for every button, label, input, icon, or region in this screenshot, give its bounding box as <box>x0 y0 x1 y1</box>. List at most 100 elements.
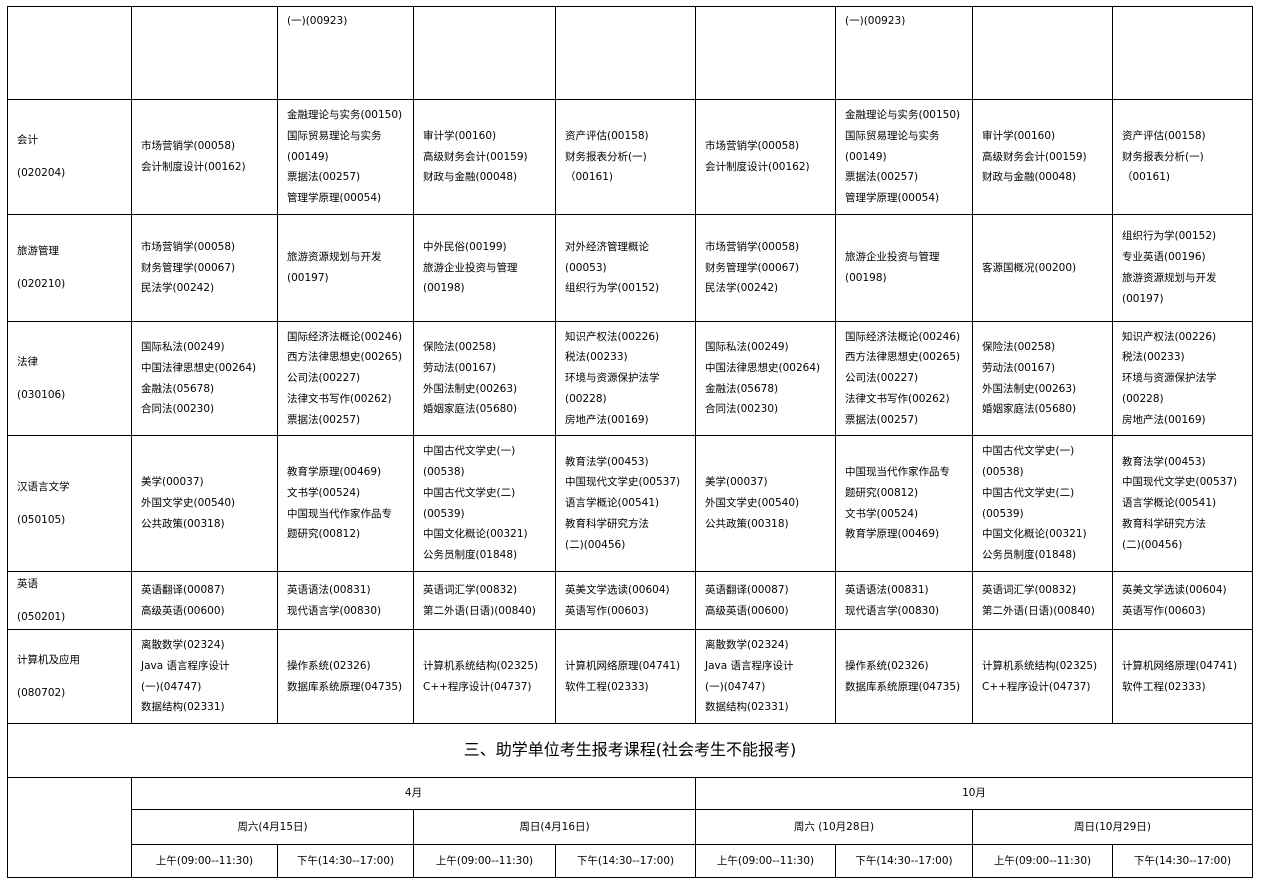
course-line: (00228) <box>1122 392 1164 405</box>
major-name: 会计 <box>17 134 38 147</box>
course-line: 公务员制度(01848) <box>423 549 518 562</box>
course-line: 中国法律思想史(00264) <box>141 361 257 374</box>
course-line: (00197) <box>1122 292 1164 305</box>
course-line: 中国法律思想史(00264) <box>705 361 821 374</box>
table-row: 法律 (030106) 国际私法(00249) 中国法律思想史(00264) 金融法(0… <box>7 321 1253 436</box>
blank-cell <box>7 777 132 878</box>
course-line: 环境与资源保护法学 <box>1122 372 1217 385</box>
section-title: 三、助学单位考生报考课程(社会考生不能报考) <box>7 723 1253 778</box>
course-line: 美学(00037) <box>705 476 768 489</box>
course-line: C++程序设计(04737) <box>982 680 1091 693</box>
course-cell: 国际经济法概论(00246) 西方法律思想史(00265) 公司法(00227) 法律… <box>277 321 414 436</box>
table-row: 旅游管理 (020210) 市场营销学(00058) 财务管理学(00067) 民法学(… <box>7 214 1253 322</box>
course-line: 民法学(00242) <box>705 282 779 295</box>
table-row: 汉语言文学 (050105) 美学(00037) 外国文学史(00540) 公共政策(0… <box>7 435 1253 572</box>
major-cell: 英语 (050201) <box>7 571 132 630</box>
course-line: 资产评估(00158) <box>1122 129 1206 142</box>
course-line: 合同法(00230) <box>705 403 779 416</box>
course-line: 旅游资源规划与开发 <box>1122 272 1217 284</box>
course-line: 公司法(00227) <box>845 372 919 385</box>
course-line: 管理学原理(00054) <box>845 192 940 205</box>
course-line: 教育科学研究方法 <box>1122 517 1206 530</box>
course-cell <box>413 6 556 100</box>
month-header: 4月 <box>131 777 696 810</box>
course-line: 中国文化概论(00321) <box>982 528 1087 541</box>
course-cell: 组织行为学(00152) 专业英语(00196) 旅游资源规划与开发 (00197) <box>1112 214 1253 322</box>
course-cell <box>555 6 696 100</box>
course-line: 英语写作(00603) <box>1122 604 1206 617</box>
course-cell: 国际私法(00249) 中国法律思想史(00264) 金融法(05678) 合同法(0… <box>695 321 836 436</box>
course-line: 题研究(00812) <box>845 486 919 499</box>
course-line: 法律文书写作(00262) <box>287 392 392 405</box>
course-line: 婚姻家庭法(05680) <box>423 403 518 416</box>
course-line: 外国法制史(00263) <box>982 382 1077 395</box>
course-cell: 保险法(00258) 劳动法(00167) 外国法制史(00263) 婚姻家庭法(05… <box>413 321 556 436</box>
course-line: 知识产权法(00226) <box>1122 330 1217 343</box>
course-line: 语言学概论(00541) <box>1122 497 1217 510</box>
day-header: 周日(4月16日) <box>413 809 696 845</box>
course-line: 数据库系统原理(04735) <box>287 680 403 693</box>
course-line: 中国古代文学史(二) <box>423 486 516 499</box>
course-cell: 教育法学(00453) 中国现代文学史(00537) 语言学概论(00541) 教育科… <box>555 435 696 572</box>
course-line: 计算机网络原理(04741) <box>565 659 681 672</box>
course-cell: 中国古代文学史(一) (00538) 中国古代文学史(二) (00539) 中国文化概论… <box>413 435 556 572</box>
course-line: 劳动法(00167) <box>423 361 497 374</box>
major-name: 英语 <box>17 577 38 590</box>
course-line: 英语翻译(00087) <box>705 583 789 596</box>
course-cell <box>972 6 1113 100</box>
course-line: 对外经济管理概论 <box>565 240 649 253</box>
course-line: 房地产法(00169) <box>1122 413 1206 426</box>
course-line: 环境与资源保护法学 <box>565 372 660 385</box>
course-line: 公司法(00227) <box>287 372 361 385</box>
course-line: 英语翻译(00087) <box>141 583 225 596</box>
course-line: (二)(00456) <box>1122 538 1183 551</box>
course-line: 财务报表分析(一) <box>1122 150 1204 163</box>
course-line: 组织行为学(00152) <box>565 282 660 295</box>
course-line: 婚姻家庭法(05680) <box>982 403 1077 416</box>
course-line: 现代语言学(00830) <box>845 604 940 617</box>
course-line: 国际经济法概论(00246) <box>845 330 961 343</box>
course-line: (00538) <box>423 465 465 478</box>
course-cell: 资产评估(00158) 财务报表分析(一) （00161) <box>555 99 696 215</box>
course-line: 审计学(00160) <box>982 129 1056 142</box>
course-line: 市场营销学(00058) <box>705 240 800 253</box>
month-header: 10月 <box>695 777 1253 810</box>
course-line: 财政与金融(00048) <box>423 171 518 184</box>
course-line: 外国文学史(00540) <box>705 497 800 510</box>
course-line: 英语词汇学(00832) <box>982 583 1077 596</box>
course-line: 数据结构(02331) <box>705 701 789 714</box>
course-line: (00538) <box>982 465 1024 478</box>
course-line: 教育法学(00453) <box>1122 455 1206 468</box>
course-line: 保险法(00258) <box>982 340 1056 353</box>
course-line: 软件工程(02333) <box>565 680 649 693</box>
course-line: 西方法律思想史(00265) <box>287 351 403 364</box>
course-line: 票据法(00257) <box>845 413 919 426</box>
course-line: 文书学(00524) <box>287 486 361 499</box>
course-line: 旅游企业投资与管理 <box>423 261 518 274</box>
course-line: 保险法(00258) <box>423 340 497 353</box>
course-line: (00149) <box>287 150 329 163</box>
course-line: 资产评估(00158) <box>565 129 649 142</box>
major-code: (020204) <box>17 167 66 179</box>
major-code: (050201) <box>17 610 66 623</box>
course-cell: 美学(00037) 外国文学史(00540) 公共政策(00318) <box>695 435 836 572</box>
course-cell: 对外经济管理概论 (00053) 组织行为学(00152) <box>555 214 696 322</box>
course-cell: 市场营销学(00058) 财务管理学(00067) 民法学(00242) <box>131 214 278 322</box>
course-cell: 资产评估(00158) 财务报表分析(一) （00161) <box>1112 99 1253 215</box>
table-row: 会计 (020204) 市场营销学(00058) 会计制度设计(00162) 金融理论与… <box>7 99 1253 215</box>
course-cell: 美学(00037) 外国文学史(00540) 公共政策(00318) <box>131 435 278 572</box>
major-code: (020210) <box>17 278 66 290</box>
day-header: 周日(10月29日) <box>972 809 1253 845</box>
course-line: 操作系统(02326) <box>287 659 371 672</box>
course-line: 中国现代文学史(00537) <box>1122 476 1238 489</box>
course-line: (二)(00456) <box>565 538 626 551</box>
session-header: 上午(09:00--11:30) <box>413 844 556 878</box>
course-line: (00539) <box>982 507 1024 520</box>
course-cell: 知识产权法(00226) 税法(00233) 环境与资源保护法学 (00228) 房地产… <box>1112 321 1253 436</box>
course-line: 公共政策(00318) <box>141 517 225 530</box>
course-line: (00539) <box>423 507 465 520</box>
course-cell <box>1112 6 1253 100</box>
course-line: 外国文学史(00540) <box>141 497 236 510</box>
course-line: 票据法(00257) <box>287 413 361 426</box>
session-row: 上午(09:00--11:30) 下午(14:30--17:00) 上午(09:00… <box>8 844 1253 878</box>
